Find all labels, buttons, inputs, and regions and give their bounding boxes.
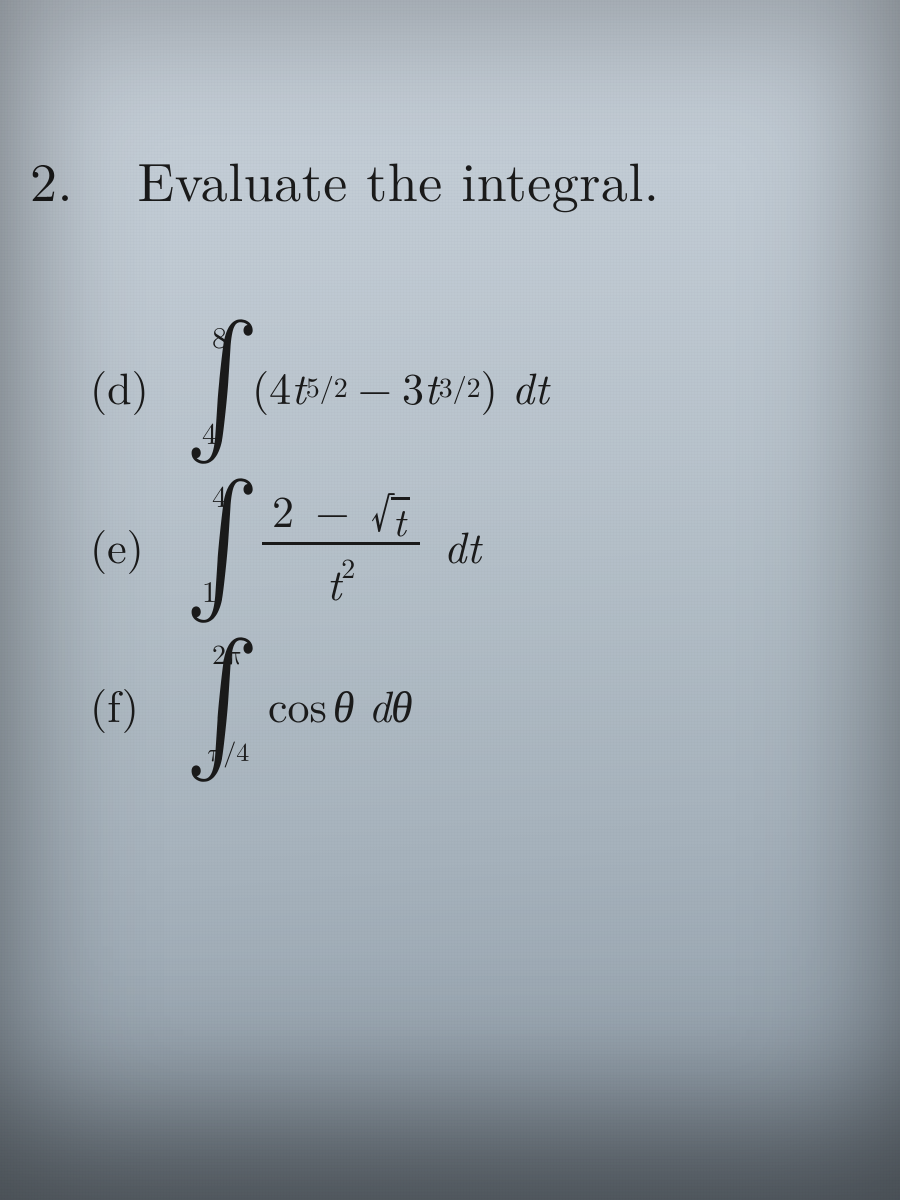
lower-limit: 1 (202, 575, 217, 611)
denominator: t2 (317, 545, 366, 615)
integral-sign: 4 ∫ 1 (180, 496, 252, 594)
integral-sign: 2π ∫ π/4 (180, 655, 252, 753)
square-root: √ t (371, 491, 410, 540)
lower-limit: 4 (202, 417, 217, 453)
differential: dt (498, 354, 549, 417)
problem-list: (d) 8 ∫ 4 ( 4 t 5/2 − 3 t 3/2 ) dt (e) (90, 337, 870, 752)
fraction: 2 − √ t t2 (262, 475, 420, 615)
problem-d-label: (d) (90, 354, 180, 417)
integral-glyph: ∫ (185, 655, 246, 753)
problem-e-label: (e) (90, 513, 180, 576)
lower-limit: π/4 (208, 739, 249, 770)
integrand-e: 2 − √ t t2 dt (252, 475, 481, 615)
integrand-f: cos θ dθ (252, 672, 413, 735)
problem-d: (d) 8 ∫ 4 ( 4 t 5/2 − 3 t 3/2 ) dt (90, 337, 870, 435)
differential: dt (430, 513, 481, 576)
integral-sign: 8 ∫ 4 (180, 337, 252, 435)
numerator: 2 − √ t (262, 475, 420, 542)
problem-title: 2. Evaluate the integral. (30, 140, 870, 217)
title-text: Evaluate the integral. (137, 140, 659, 217)
function-name: cos (268, 672, 333, 735)
title-number: 2. (30, 140, 73, 217)
radical-icon: √ (371, 491, 393, 528)
differential: dθ (355, 672, 413, 735)
problem-f-label: (f) (90, 672, 180, 735)
math-page: 2. Evaluate the integral. (d) 8 ∫ 4 ( 4 … (0, 0, 900, 752)
integrand-d: ( 4 t 5/2 − 3 t 3/2 ) dt (252, 354, 549, 417)
problem-f: (f) 2π ∫ π/4 cos θ dθ (90, 655, 870, 753)
problem-e: (e) 4 ∫ 1 2 − √ t (90, 475, 870, 615)
